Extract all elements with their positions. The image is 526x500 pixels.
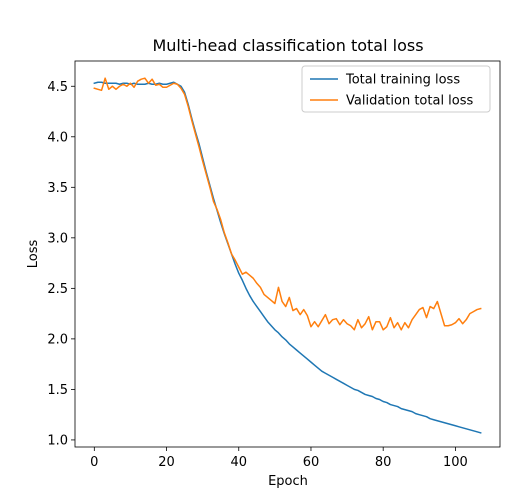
chart-title: Multi-head classification total loss <box>152 36 423 55</box>
y-tick-label: 2.5 <box>47 282 68 297</box>
x-axis-title: Epoch <box>268 474 308 489</box>
x-tick-label: 100 <box>443 455 468 470</box>
y-tick-label: 3.5 <box>47 181 68 196</box>
legend-label: Validation total loss <box>346 94 474 109</box>
x-tick-label: 80 <box>375 455 392 470</box>
y-tick-label: 4.0 <box>47 130 68 145</box>
y-tick-label: 1.0 <box>47 433 68 448</box>
series-line-0 <box>93 81 482 434</box>
y-axis-title: Loss <box>26 240 41 269</box>
x-tick-label: 40 <box>230 455 247 470</box>
y-tick-label: 1.5 <box>47 383 68 398</box>
y-tick-label: 4.5 <box>47 80 68 95</box>
plot-area: 0 20 40 60 80 100 1.0 1.5 2.0 2.5 3.0 3.5 4.0 4.5 <box>47 60 501 470</box>
y-tick-label: 3.0 <box>47 231 68 246</box>
axes-frame <box>74 60 501 448</box>
x-tick-label: 0 <box>90 455 98 470</box>
series-line-1 <box>93 77 482 331</box>
x-tick-label: 20 <box>158 455 175 470</box>
legend: Total training loss Validation total loss <box>301 65 491 113</box>
legend-box <box>301 65 491 113</box>
legend-label: Total training loss <box>345 73 460 88</box>
x-tick-label: 60 <box>303 455 320 470</box>
y-tick-label: 2.0 <box>47 332 68 347</box>
